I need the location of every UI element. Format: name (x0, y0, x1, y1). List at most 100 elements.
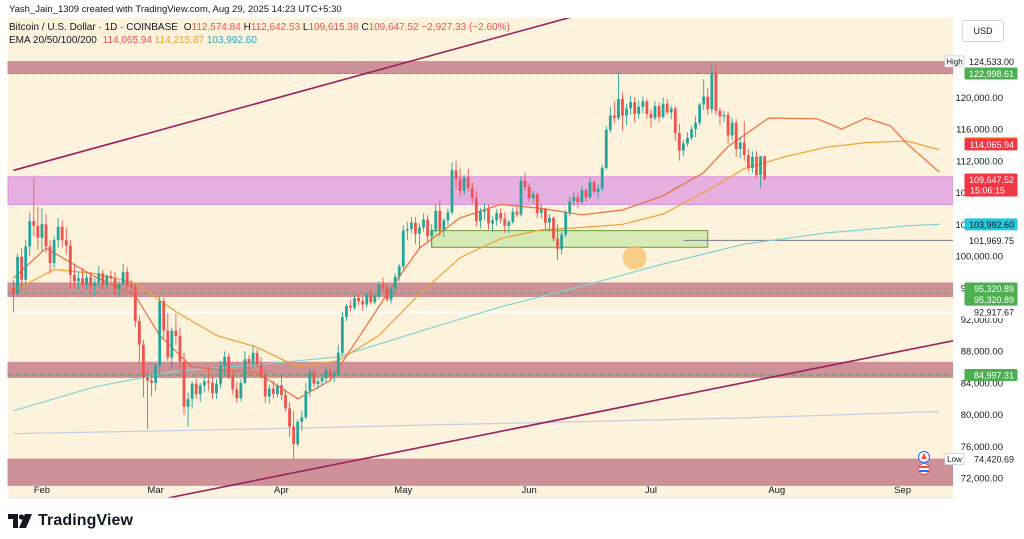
candle-body (426, 219, 430, 237)
candle-body (320, 378, 324, 382)
currency-selector[interactable]: USD (962, 20, 1004, 42)
price-label: 103,992.60 (969, 220, 1014, 230)
candle-body (52, 240, 56, 264)
candle-body (738, 142, 742, 149)
candle-body (722, 114, 726, 117)
candle-body (418, 227, 421, 234)
candle-body (267, 388, 271, 397)
candle-body (60, 226, 64, 241)
y-tick-label: 100,000.00 (955, 252, 1003, 263)
candle-body (446, 212, 450, 221)
chart-area[interactable]: 72,000.00 76,000.00 80,000.00 84,000.00 88,0… (0, 0, 1024, 500)
candle-body (580, 190, 584, 203)
candle-body (288, 408, 291, 427)
ohlc-high-value: 112,642.53 (250, 22, 301, 33)
candle-body (686, 137, 689, 144)
price-label: 92,917.67 (974, 308, 1014, 318)
candle-body (312, 372, 316, 384)
candle-body (706, 96, 710, 110)
y-tick-label: 84,000.00 (961, 378, 1003, 389)
candle-body (511, 211, 515, 222)
candle-body (714, 72, 718, 111)
candle-body (353, 298, 356, 308)
y-tick-label: 76,000.00 (961, 442, 1003, 453)
candle-body (495, 213, 499, 221)
candle-body (576, 197, 580, 203)
candle-body (154, 365, 157, 383)
candle-body (304, 390, 308, 418)
candle-body (649, 114, 653, 118)
candle-body (539, 209, 543, 214)
candle-body (121, 271, 125, 284)
x-tick-label: Mar (147, 485, 163, 496)
candle-body (596, 188, 600, 192)
candle-body (280, 385, 283, 395)
candle-body (324, 371, 328, 379)
candle-body (105, 275, 109, 286)
candle-body (81, 278, 84, 285)
candle-body (211, 382, 214, 394)
series-ema-long-line (13, 223, 940, 412)
candle-body (742, 142, 746, 156)
candle-body (349, 306, 352, 308)
candle-body (499, 213, 503, 219)
y-tick-label: 120,000.00 (955, 93, 1003, 104)
candle-body (340, 317, 344, 353)
price-chart[interactable]: 72,000.00 76,000.00 80,000.00 84,000.00 88,0… (0, 0, 1024, 500)
candle-body (612, 115, 616, 118)
candle-body (694, 122, 697, 130)
candle-body (669, 108, 673, 113)
candle-body (617, 98, 620, 118)
candle-body (600, 167, 604, 189)
candle-body (746, 155, 750, 168)
ohlc-open-label: O (183, 22, 192, 33)
economic-event-flag-icon (921, 453, 927, 459)
candle-body (726, 114, 730, 136)
candle-body (332, 373, 336, 376)
candle-body (296, 421, 300, 445)
candle-body (97, 273, 101, 283)
candle-body (377, 284, 381, 296)
candle-body (243, 359, 247, 383)
ema-legend-label[interactable]: EMA 20/50/100/200 (9, 35, 97, 46)
candle-body (759, 156, 762, 176)
candle-body (239, 382, 243, 399)
candle-body (109, 275, 113, 279)
candle-body (470, 187, 474, 199)
candle-body (129, 285, 133, 287)
tradingview-logo-icon (8, 514, 32, 528)
price-label-box (964, 55, 1018, 68)
candle-body (487, 209, 490, 224)
price-label-box (964, 173, 1018, 197)
symbol-title[interactable]: Bitcoin / U.S. Dollar · 1D · COINBASE (9, 22, 178, 33)
candle-body (661, 103, 665, 118)
candle-body (414, 222, 417, 234)
candle-body (531, 194, 535, 199)
zone-purple (7, 176, 954, 205)
candle-body (101, 273, 105, 286)
candle-body (93, 282, 97, 287)
candle-body (755, 156, 758, 176)
candle-body (629, 102, 633, 109)
price-scale-background[interactable] (953, 18, 1024, 498)
candle-body (166, 330, 170, 358)
candle-body (20, 256, 24, 280)
candle-body (125, 271, 129, 286)
candle-body (466, 177, 470, 188)
zone-bottom (7, 458, 954, 486)
candle-body (434, 210, 438, 230)
price-label-countdown: 15:06:15 (970, 185, 1005, 195)
candle-body (454, 170, 458, 180)
tradingview-logo[interactable]: TradingView (8, 509, 133, 533)
x-tick-label: Jul (645, 485, 657, 496)
candle-body (117, 283, 121, 290)
candle-body (158, 301, 162, 366)
price-label: 101,969.75 (969, 236, 1014, 246)
candle-body (56, 226, 60, 241)
candle-body (365, 294, 369, 305)
candle-body (36, 225, 40, 238)
series-ema-mid-line (13, 140, 940, 368)
candle-body (458, 179, 462, 191)
price-label-box (964, 67, 1018, 80)
y-tick-label: 72,000.00 (961, 474, 1003, 485)
